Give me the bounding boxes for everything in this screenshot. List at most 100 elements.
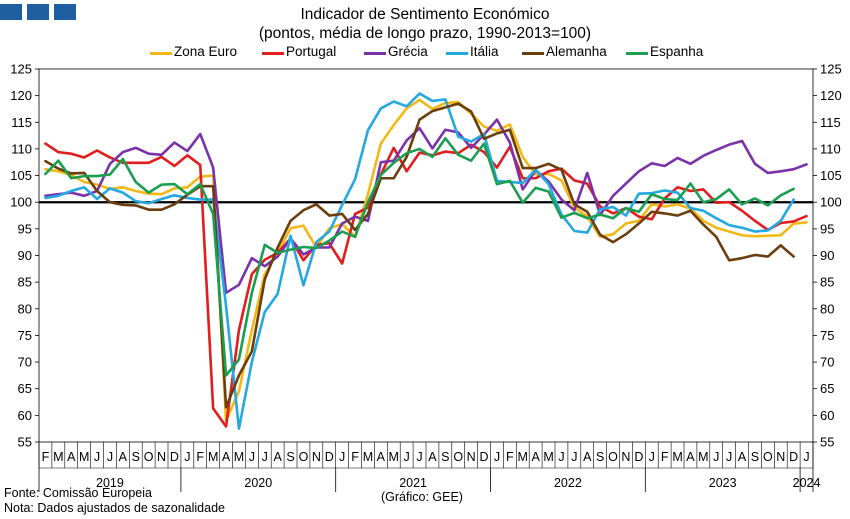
legend-label: Portugal: [286, 44, 337, 59]
logo-squares-icon: [0, 4, 77, 20]
x-month-label: M: [518, 450, 528, 464]
legend-label: Espanha: [650, 44, 704, 59]
x-year-label: 2023: [709, 476, 737, 490]
legend-label: Zona Euro: [174, 44, 238, 59]
y-tick-label-left: 125: [10, 62, 32, 77]
x-month-label: M: [363, 450, 373, 464]
x-month-label: O: [763, 450, 773, 464]
x-month-label: J: [803, 450, 809, 464]
legend-swatch: [150, 52, 172, 55]
x-month-label: M: [234, 450, 244, 464]
series-line-alemanha: [44, 102, 795, 409]
x-month-label: J: [571, 450, 577, 464]
x-month-label: J: [713, 450, 719, 464]
x-year-label: 2022: [554, 476, 582, 490]
y-tick-label-right: 120: [820, 88, 842, 103]
y-tick-label-right: 90: [820, 248, 834, 263]
x-month-label: A: [119, 450, 128, 464]
series-line-gr-cia: [44, 118, 808, 295]
x-month-label: D: [170, 450, 179, 464]
legend-swatch: [446, 52, 468, 55]
x-month-label: J: [726, 450, 732, 464]
x-month-label: O: [299, 450, 309, 464]
y-tick-label-right: 95: [820, 221, 834, 236]
x-month-label: A: [377, 450, 386, 464]
x-month-label: A: [222, 450, 231, 464]
x-month-label: M: [389, 450, 399, 464]
y-tick-label-left: 95: [18, 221, 32, 236]
y-tick-label-right: 115: [820, 115, 841, 130]
y-tick-label-left: 60: [18, 408, 32, 423]
adjustment-note: Nota: Dados ajustados de sazonalidade: [4, 501, 225, 515]
x-month-label: J: [649, 450, 655, 464]
y-tick-label-left: 85: [18, 275, 32, 290]
y-tick-label-left: 65: [18, 381, 32, 396]
y-tick-label-left: 100: [10, 195, 32, 210]
x-month-label: J: [94, 450, 100, 464]
x-month-label: F: [351, 450, 359, 464]
legend-swatch: [262, 52, 284, 55]
x-month-label: M: [543, 450, 553, 464]
x-month-label: O: [608, 450, 618, 464]
chart-credit: (Gráfico: GEE): [381, 490, 463, 504]
y-tick-label-right: 60: [820, 408, 834, 423]
x-month-label: F: [506, 450, 514, 464]
x-month-label: S: [132, 450, 140, 464]
legend-swatch: [364, 52, 386, 55]
y-tick-label-left: 105: [10, 168, 32, 183]
x-month-label: M: [672, 450, 682, 464]
y-tick-label-left: 120: [10, 88, 32, 103]
y-tick-label-right: 70: [820, 355, 834, 370]
x-month-label: J: [184, 450, 190, 464]
x-month-label: D: [480, 450, 489, 464]
x-month-label: N: [621, 450, 630, 464]
x-month-label: J: [494, 450, 500, 464]
y-tick-label-left: 55: [18, 435, 32, 450]
legend-label: Itália: [470, 44, 499, 59]
x-month-label: D: [325, 450, 334, 464]
y-tick-label-left: 80: [18, 301, 32, 316]
series-line-zona-euro: [44, 98, 808, 422]
x-month-label: N: [467, 450, 476, 464]
x-month-label: N: [776, 450, 785, 464]
y-tick-label-left: 115: [11, 115, 32, 130]
x-month-label: S: [441, 450, 449, 464]
x-month-label: A: [531, 450, 540, 464]
x-month-label: J: [262, 450, 268, 464]
x-month-label: D: [634, 450, 643, 464]
x-month-label: A: [738, 450, 747, 464]
x-month-label: J: [558, 450, 564, 464]
source-note: Fonte: Comissão Europeia: [4, 486, 152, 500]
y-tick-label-right: 100: [820, 195, 842, 210]
legend-swatch: [626, 52, 648, 55]
series-line-it-lia: [44, 92, 795, 430]
y-tick-label-right: 55: [820, 435, 834, 450]
x-month-label: S: [596, 450, 604, 464]
x-year-label: 2020: [244, 476, 272, 490]
y-tick-label-right: 80: [820, 301, 834, 316]
x-month-label: S: [751, 450, 759, 464]
legend-label: Grécia: [388, 44, 428, 59]
y-tick-label-right: 85: [820, 275, 834, 290]
y-tick-label-right: 65: [820, 381, 834, 396]
legend-label: Alemanha: [546, 44, 607, 59]
y-tick-label-left: 70: [18, 355, 32, 370]
legend-swatch: [522, 52, 544, 55]
y-tick-label-left: 75: [18, 328, 32, 343]
x-month-label: J: [107, 450, 113, 464]
x-month-label: M: [698, 450, 708, 464]
x-month-label: J: [249, 450, 255, 464]
x-month-label: F: [42, 450, 50, 464]
x-month-label: A: [686, 450, 695, 464]
x-month-label: J: [404, 450, 410, 464]
x-year-label: 2024: [793, 476, 821, 490]
plot-frame: [38, 68, 814, 443]
x-year-label: 2021: [399, 476, 427, 490]
chart-legend: Zona Euro Portugal Grécia Itália Alemanh…: [0, 43, 850, 61]
x-month-label: F: [196, 450, 204, 464]
x-month-label: M: [208, 450, 218, 464]
x-month-label: M: [53, 450, 63, 464]
x-month-label: D: [789, 450, 798, 464]
y-tick-label-right: 125: [820, 62, 842, 77]
